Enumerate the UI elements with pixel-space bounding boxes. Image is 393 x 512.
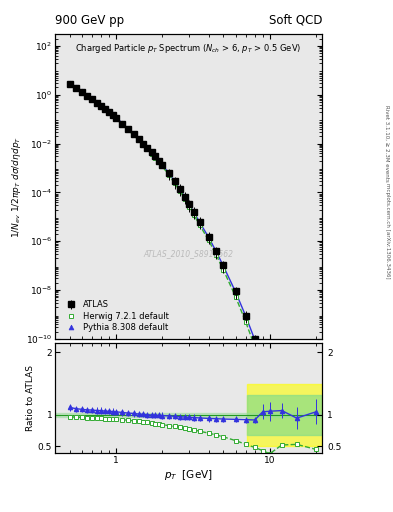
Pythia 8.308 default [156, 158, 161, 164]
Pythia 8.308 default [197, 219, 202, 225]
Pythia 8.308 default [95, 99, 99, 105]
Pythia 8.308 default [267, 377, 272, 383]
Pythia 8.308 default [252, 337, 257, 343]
Herwig 7.2.1 default [178, 188, 182, 194]
Herwig 7.2.1 default [214, 252, 219, 259]
Line: Herwig 7.2.1 default: Herwig 7.2.1 default [68, 82, 318, 512]
Pythia 8.308 default [187, 202, 192, 208]
Herwig 7.2.1 default [260, 367, 265, 373]
Herwig 7.2.1 default [153, 155, 158, 161]
Pythia 8.308 default [90, 95, 95, 101]
Herwig 7.2.1 default [233, 294, 238, 300]
Bar [248, 395, 322, 435]
Pythia 8.308 default [99, 102, 104, 108]
Herwig 7.2.1 default [182, 196, 187, 202]
Pythia 8.308 default [85, 92, 90, 98]
Pythia 8.308 default [166, 170, 171, 176]
Pythia 8.308 default [233, 289, 238, 295]
Herwig 7.2.1 default [145, 146, 150, 153]
Text: Rivet 3.1.10, ≥ 2.3M events: Rivet 3.1.10, ≥ 2.3M events [385, 105, 389, 182]
Pythia 8.308 default [74, 84, 79, 90]
Herwig 7.2.1 default [80, 90, 84, 96]
Pythia 8.308 default [120, 120, 125, 126]
Pythia 8.308 default [126, 126, 130, 132]
Pythia 8.308 default [178, 186, 182, 192]
Pythia 8.308 default [244, 313, 248, 319]
Text: mcplots.cern.ch [arXiv:1306.3436]: mcplots.cern.ch [arXiv:1306.3436] [385, 183, 389, 278]
Herwig 7.2.1 default [252, 344, 257, 350]
Herwig 7.2.1 default [99, 103, 104, 110]
Y-axis label: $1/N_{ev}\ 1/2\pi p_T\ d\sigma/d\eta dp_T$: $1/N_{ev}\ 1/2\pi p_T\ d\sigma/d\eta dp_… [10, 136, 23, 238]
Text: Charged Particle $p_T$ Spectrum ($N_{ch}$ > 6, $p_T$ > 0.5 GeV): Charged Particle $p_T$ Spectrum ($N_{ch}… [75, 42, 302, 55]
Herwig 7.2.1 default [126, 127, 130, 133]
Herwig 7.2.1 default [68, 81, 72, 87]
Pythia 8.308 default [153, 153, 158, 159]
Text: Soft QCD: Soft QCD [269, 14, 322, 27]
Pythia 8.308 default [294, 479, 299, 485]
Herwig 7.2.1 default [244, 319, 248, 326]
Herwig 7.2.1 default [279, 431, 284, 437]
Herwig 7.2.1 default [136, 137, 141, 143]
Text: 900 GeV pp: 900 GeV pp [55, 14, 124, 27]
Line: Pythia 8.308 default: Pythia 8.308 default [68, 80, 318, 512]
Herwig 7.2.1 default [197, 222, 202, 228]
Pythia 8.308 default [68, 79, 72, 86]
Herwig 7.2.1 default [131, 132, 136, 138]
Legend: ATLAS, Herwig 7.2.1 default, Pythia 8.308 default: ATLAS, Herwig 7.2.1 default, Pythia 8.30… [59, 298, 172, 335]
Herwig 7.2.1 default [110, 113, 115, 119]
Herwig 7.2.1 default [187, 204, 192, 210]
Pythia 8.308 default [149, 150, 154, 156]
Bar [248, 383, 322, 446]
Pythia 8.308 default [145, 145, 150, 151]
Pythia 8.308 default [182, 194, 187, 200]
Herwig 7.2.1 default [141, 142, 145, 148]
Herwig 7.2.1 default [114, 116, 118, 122]
Herwig 7.2.1 default [120, 121, 125, 127]
Pythia 8.308 default [221, 263, 226, 269]
Herwig 7.2.1 default [149, 151, 154, 157]
Herwig 7.2.1 default [103, 106, 108, 113]
Pythia 8.308 default [206, 234, 211, 240]
Herwig 7.2.1 default [85, 93, 90, 99]
Y-axis label: Ratio to ATLAS: Ratio to ATLAS [26, 365, 35, 431]
Herwig 7.2.1 default [294, 485, 299, 491]
Herwig 7.2.1 default [267, 388, 272, 394]
Herwig 7.2.1 default [156, 159, 161, 165]
Herwig 7.2.1 default [74, 86, 79, 92]
Pythia 8.308 default [110, 112, 115, 118]
Pythia 8.308 default [191, 209, 196, 215]
Pythia 8.308 default [172, 178, 177, 184]
Pythia 8.308 default [103, 105, 108, 111]
Text: ATLAS_2010_S8918562: ATLAS_2010_S8918562 [143, 249, 234, 258]
Pythia 8.308 default [136, 136, 141, 142]
Bar [55, 413, 322, 417]
Herwig 7.2.1 default [221, 267, 226, 273]
Herwig 7.2.1 default [191, 211, 196, 218]
Herwig 7.2.1 default [172, 180, 177, 186]
Pythia 8.308 default [160, 162, 165, 168]
X-axis label: $p_T$  [GeV]: $p_T$ [GeV] [164, 467, 213, 482]
Pythia 8.308 default [131, 131, 136, 137]
Pythia 8.308 default [214, 249, 219, 255]
Pythia 8.308 default [141, 140, 145, 146]
Herwig 7.2.1 default [90, 97, 95, 103]
Pythia 8.308 default [260, 357, 265, 363]
Pythia 8.308 default [114, 114, 118, 120]
Herwig 7.2.1 default [160, 163, 165, 169]
Herwig 7.2.1 default [107, 110, 112, 116]
Herwig 7.2.1 default [206, 237, 211, 243]
Herwig 7.2.1 default [95, 100, 99, 106]
Herwig 7.2.1 default [166, 172, 171, 178]
Pythia 8.308 default [279, 423, 284, 429]
Pythia 8.308 default [107, 109, 112, 115]
Pythia 8.308 default [80, 88, 84, 94]
